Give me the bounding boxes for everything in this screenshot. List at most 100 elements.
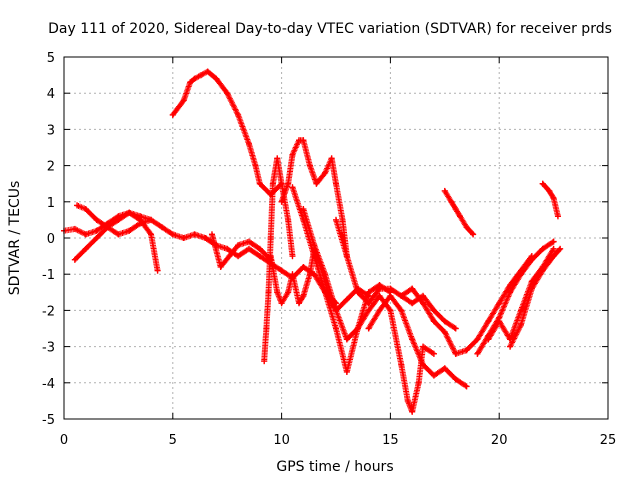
x-tick-label: 10 [273, 433, 290, 448]
data-point [550, 245, 557, 252]
y-tick-label: 5 [47, 51, 55, 66]
data-point [354, 325, 361, 332]
data-point [448, 198, 455, 205]
data-point [517, 271, 524, 278]
data-point [191, 75, 198, 82]
data-point [457, 213, 464, 220]
data-point [343, 253, 350, 260]
data-point [441, 187, 448, 194]
data-point [208, 231, 215, 238]
data-point [409, 285, 416, 292]
x-tick-label: 25 [600, 433, 617, 448]
data-point [289, 271, 296, 278]
data-point [289, 184, 296, 191]
data-point [550, 253, 557, 260]
y-tick-label: -3 [42, 341, 55, 356]
data-point [365, 307, 372, 314]
data-point [474, 350, 481, 357]
data-point [71, 225, 78, 232]
y-tick-label: -1 [42, 268, 55, 283]
data-point [300, 292, 307, 299]
data-point [278, 267, 285, 274]
data-point [198, 72, 205, 79]
data-point [430, 350, 437, 357]
data-point [269, 180, 276, 187]
data-point [285, 289, 292, 296]
data-point [245, 238, 252, 245]
data-point [274, 289, 281, 296]
data-point [415, 379, 422, 386]
data-point [496, 318, 503, 325]
data-point [180, 97, 187, 104]
data-point [441, 329, 448, 336]
data-point [217, 263, 224, 270]
data-point [148, 231, 155, 238]
data-point [311, 242, 318, 249]
data-point [507, 289, 514, 296]
data-point [409, 300, 416, 307]
data-point [300, 263, 307, 270]
data-point [409, 408, 416, 415]
data-point [313, 180, 320, 187]
data-point [376, 292, 383, 299]
data-point [289, 253, 296, 260]
data-point [322, 271, 329, 278]
data-point [485, 336, 492, 343]
data-point [137, 213, 144, 220]
grid-layer [64, 57, 608, 419]
data-point [256, 245, 263, 252]
data-point [256, 180, 263, 187]
data-point [441, 365, 448, 372]
data-point [333, 307, 339, 314]
data-point [235, 242, 242, 249]
x-tick-label: 0 [60, 433, 68, 448]
data-point [398, 361, 405, 368]
data-point [539, 180, 546, 187]
data-point [115, 231, 122, 238]
data-point [267, 253, 274, 260]
data-point [452, 350, 459, 357]
data-point [256, 253, 263, 260]
data-point [169, 231, 176, 238]
data-point [204, 68, 211, 75]
data-point [333, 180, 339, 187]
y-tick-label: 0 [47, 232, 55, 247]
x-tick-label: 5 [169, 433, 177, 448]
data-point [104, 224, 111, 231]
data-point [82, 231, 89, 238]
data-point [126, 227, 133, 234]
y-axis-label: SDTVAR / TECUs [7, 181, 23, 296]
data-point [278, 300, 285, 307]
data-point [263, 325, 270, 332]
data-point [187, 79, 194, 86]
data-point [148, 216, 155, 223]
data-point [420, 300, 427, 307]
data-point [430, 318, 437, 325]
data-point [191, 231, 198, 238]
data-point [278, 198, 285, 205]
data-point [296, 300, 303, 307]
data-point [180, 235, 187, 241]
data-point [365, 325, 372, 332]
series-arc-12 [333, 216, 459, 332]
series-arc-4 [169, 68, 285, 198]
data-point [226, 253, 233, 260]
data-point [169, 111, 176, 118]
data-point [339, 216, 346, 223]
x-axis-label: GPS time / hours [276, 459, 393, 475]
data-point [245, 245, 252, 252]
data-point [306, 271, 313, 278]
data-point [550, 195, 557, 202]
data-point [441, 318, 448, 325]
data-point [82, 206, 89, 213]
series-arc-6 [208, 231, 274, 270]
data-point [235, 253, 242, 260]
series-arc-7 [261, 155, 296, 365]
data-point [322, 289, 329, 296]
data-point [557, 245, 564, 252]
data-point [376, 285, 383, 292]
data-point [470, 231, 477, 238]
data-layer [61, 68, 564, 415]
y-tick-label: 3 [47, 123, 55, 138]
data-point [333, 325, 339, 332]
